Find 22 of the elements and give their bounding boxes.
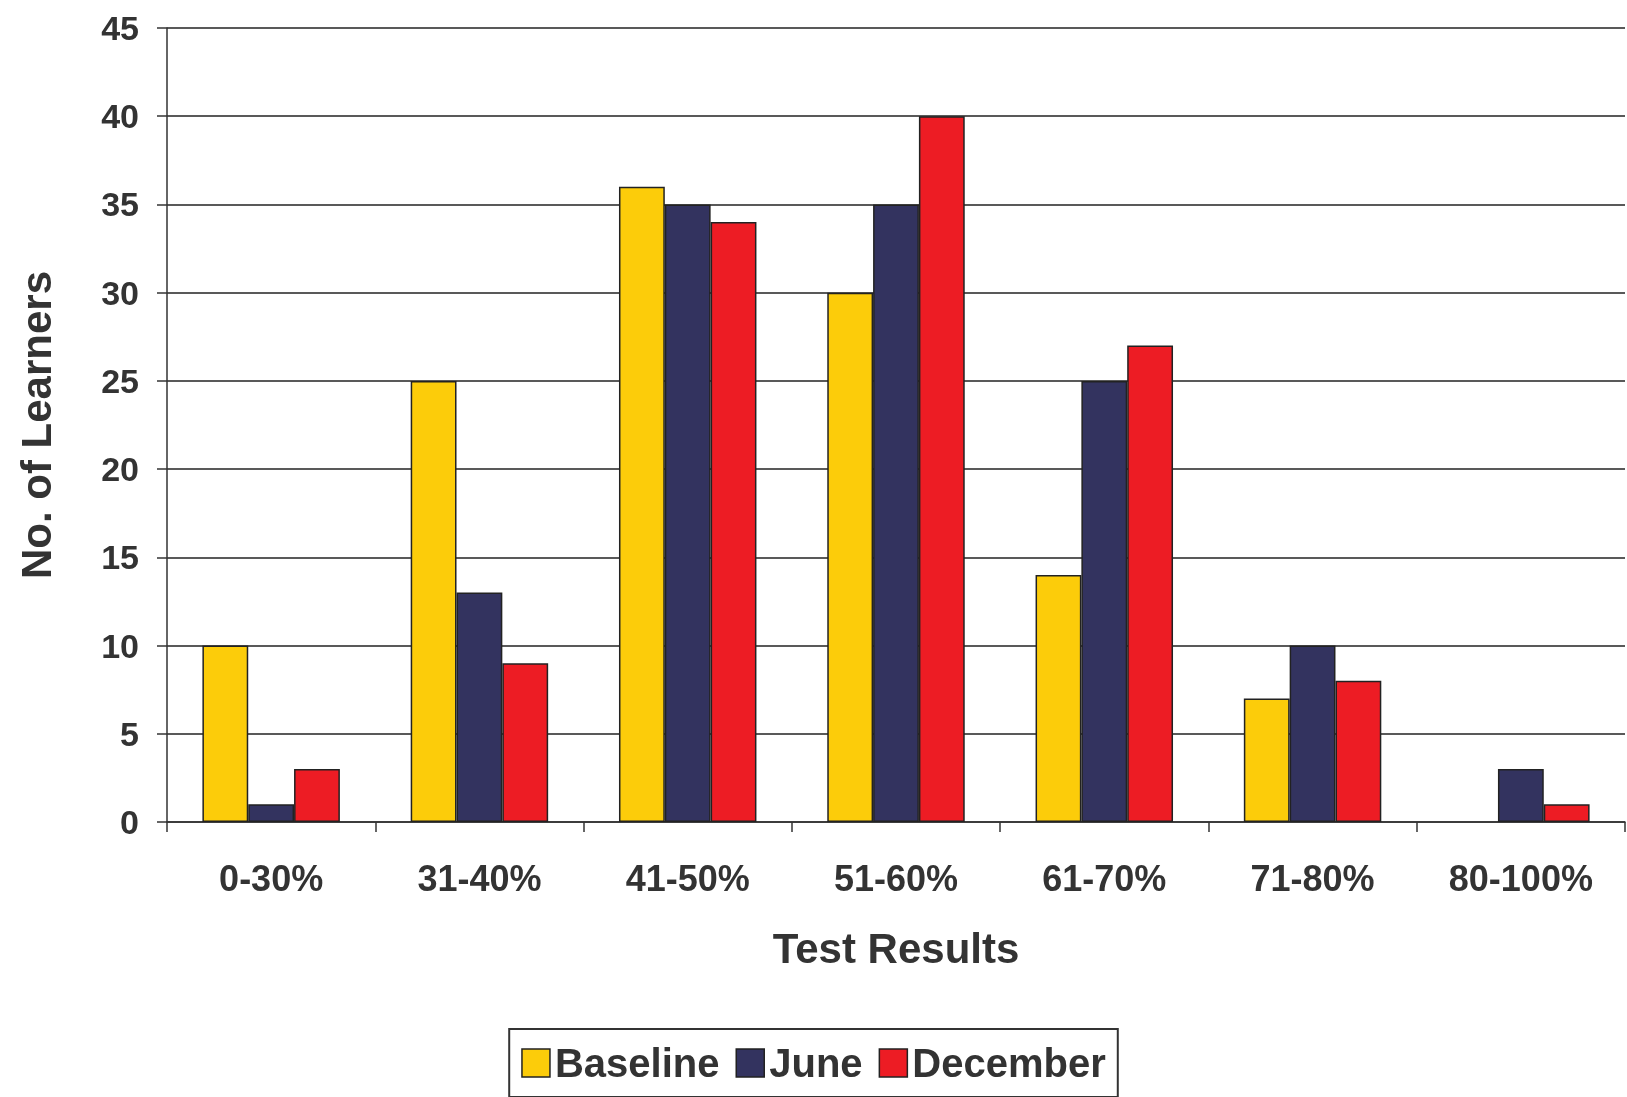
x-tick-label: 80-100% bbox=[1448, 857, 1593, 899]
y-tick-label: 25 bbox=[101, 361, 139, 400]
x-tick-label: 51-60% bbox=[833, 857, 959, 899]
y-tick-label: 40 bbox=[101, 97, 139, 136]
legend-label: June bbox=[769, 1041, 863, 1085]
y-tick-label: 30 bbox=[101, 273, 139, 312]
legend-label: December bbox=[912, 1041, 1106, 1085]
y-tick-label: 45 bbox=[101, 9, 139, 47]
x-tick-label: 61-70% bbox=[1042, 857, 1167, 899]
y-tick-label: 0 bbox=[120, 803, 139, 841]
x-tick-label: 31-40% bbox=[417, 857, 542, 899]
y-tick-label: 15 bbox=[101, 538, 139, 577]
legend-label: Baseline bbox=[554, 1041, 720, 1085]
x-tick-label: 41-50% bbox=[625, 857, 750, 899]
y-tick-label: 10 bbox=[101, 626, 139, 665]
y-axis-title: No. of Learners bbox=[12, 270, 60, 580]
y-tick-label: 5 bbox=[120, 714, 139, 753]
x-tick-label: 71-80% bbox=[1250, 857, 1375, 899]
y-tick-label: 20 bbox=[101, 450, 139, 489]
x-tick-label: 0-30% bbox=[219, 857, 324, 899]
y-tick-label: 35 bbox=[101, 185, 139, 224]
x-axis-title: Test Results bbox=[772, 924, 1020, 972]
